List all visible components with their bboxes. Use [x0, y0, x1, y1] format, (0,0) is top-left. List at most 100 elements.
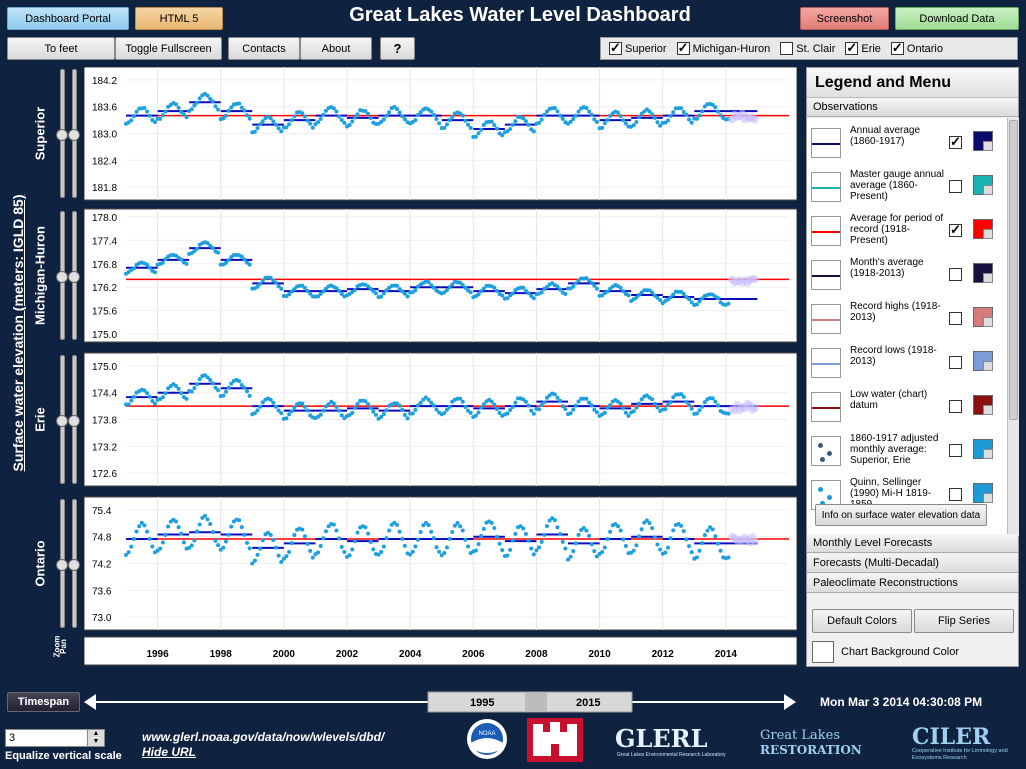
monthly-point [363, 525, 368, 530]
noaa-logo-icon[interactable]: NOAA [466, 718, 508, 760]
lake-checkbox[interactable] [845, 40, 859, 56]
section-multi-decadal[interactable]: Forecasts (Multi-Decadal) [807, 554, 1018, 573]
monthly-point [208, 96, 213, 101]
download-data-button[interactable]: Download Data [895, 7, 1019, 30]
legend-checkbox[interactable] [949, 312, 962, 325]
pan-slider[interactable] [68, 355, 80, 484]
color-picker[interactable] [973, 219, 993, 239]
pan-slider[interactable] [68, 499, 80, 628]
legend-checkbox[interactable] [949, 268, 962, 281]
dashboard-portal-button[interactable]: Dashboard Portal [7, 7, 129, 30]
slider-knob[interactable] [68, 270, 80, 283]
chart-bg-color-picker[interactable] [812, 641, 834, 663]
right-arrow-icon[interactable] [784, 694, 796, 710]
hide-url-link[interactable]: Hide URL [142, 745, 196, 759]
color-picker[interactable] [973, 439, 993, 459]
info-elevation-button[interactable]: Info on surface water elevation data [815, 504, 987, 526]
pan-slider[interactable] [68, 69, 80, 198]
lake-toggle-ontario[interactable]: Ontario [890, 40, 943, 56]
section-paleoclimate[interactable]: Paleoclimate Reconstructions [807, 574, 1018, 593]
zoom-slider[interactable] [56, 355, 68, 484]
lake-label: Michigan-Huron [692, 42, 771, 55]
contacts-button[interactable]: Contacts [228, 37, 300, 60]
section-monthly-forecasts[interactable]: Monthly Level Forecasts [807, 534, 1018, 553]
legend-label: 1860-1917 adjusted monthly average: Supe… [850, 433, 939, 466]
legend-checkbox[interactable] [949, 180, 962, 193]
toggle-fullscreen-button[interactable]: Toggle Fullscreen [115, 37, 222, 60]
lake-toggle-michigan-huron[interactable]: Michigan-Huron [676, 40, 771, 56]
monthly-point [463, 285, 468, 290]
zoom-slider[interactable] [56, 499, 68, 628]
slider-knob[interactable] [68, 414, 80, 427]
monthly-point [423, 520, 428, 525]
legend-scrollbar[interactable] [1007, 118, 1019, 536]
url-link[interactable]: www.glerl.noaa.gov/data/now/wlevels/dbd/ [142, 730, 385, 744]
equalize-stepper[interactable]: ▲ ▼ [87, 729, 105, 747]
monthly-point [276, 284, 281, 289]
monthly-point [426, 523, 431, 528]
legend-checkbox[interactable] [949, 356, 962, 369]
slider-knob[interactable] [56, 414, 68, 427]
color-picker[interactable] [973, 175, 993, 195]
color-picker[interactable] [973, 131, 993, 151]
zoom-slider[interactable] [56, 69, 68, 198]
timespan-center-handle[interactable] [525, 692, 547, 712]
help-button[interactable]: ? [380, 37, 415, 60]
legend-checkbox[interactable] [949, 134, 962, 150]
monthly-point [189, 543, 194, 548]
scrollbar-thumb[interactable] [1009, 120, 1018, 420]
ciler-logo[interactable]: CILER [912, 724, 991, 750]
timespan-button[interactable]: Timespan [7, 692, 80, 712]
color-picker[interactable] [973, 395, 993, 415]
monthly-point [563, 291, 568, 296]
legend-checkbox[interactable] [949, 488, 962, 501]
monthly-point [584, 528, 589, 533]
slider-knob[interactable] [68, 558, 80, 571]
legend-checkbox[interactable] [949, 444, 962, 457]
screenshot-button[interactable]: Screenshot [800, 7, 889, 30]
color-picker[interactable] [973, 483, 993, 503]
monthly-point [481, 402, 486, 407]
gl-restoration-logo[interactable]: Great Lakes [760, 728, 841, 743]
color-picker[interactable] [973, 351, 993, 371]
lake-checkbox[interactable] [676, 40, 690, 56]
lake-toggle-st--clair[interactable]: St. Clair [780, 42, 835, 55]
to-feet-button[interactable]: To feet [7, 37, 115, 60]
monthly-point [179, 109, 184, 114]
flip-series-button[interactable]: Flip Series [914, 609, 1014, 633]
section-observations[interactable]: Observations [807, 98, 1018, 117]
slider-knob[interactable] [56, 270, 68, 283]
slider-knob[interactable] [56, 558, 68, 571]
legend-checkbox[interactable] [949, 222, 962, 238]
monthly-point [621, 537, 626, 542]
lake-toggle-superior[interactable]: Superior [609, 40, 667, 56]
color-picker[interactable] [973, 263, 993, 283]
legend-checkbox[interactable] [949, 400, 962, 413]
lake-checkbox[interactable] [609, 40, 622, 56]
monthly-point [221, 393, 226, 398]
monthly-point [229, 381, 234, 386]
slider-knob[interactable] [56, 128, 68, 141]
monthly-point [573, 403, 578, 408]
monthly-point [131, 266, 136, 271]
legend-swatch-icon [811, 348, 841, 378]
lake-toggle-erie[interactable]: Erie [845, 40, 881, 56]
monthly-point [179, 257, 184, 262]
slider-knob[interactable] [68, 128, 80, 141]
glerl-logo[interactable]: GLERL [615, 724, 708, 753]
default-colors-button[interactable]: Default Colors [812, 609, 912, 633]
pan-slider[interactable] [68, 211, 80, 340]
about-button[interactable]: About [300, 37, 372, 60]
monthly-point [526, 291, 531, 296]
zoom-slider[interactable] [56, 211, 68, 340]
monthly-point [292, 287, 297, 292]
monthly-point [379, 294, 384, 299]
html5-button[interactable]: HTML 5 [135, 7, 223, 30]
timespan-slider[interactable]: 1995 2015 [84, 690, 796, 714]
left-arrow-icon[interactable] [84, 694, 96, 710]
lake-checkbox[interactable] [780, 42, 794, 55]
monthly-point [602, 410, 607, 415]
color-picker[interactable] [973, 307, 993, 327]
lake-checkbox[interactable] [890, 40, 904, 56]
usace-castle-logo-icon[interactable] [527, 718, 583, 762]
